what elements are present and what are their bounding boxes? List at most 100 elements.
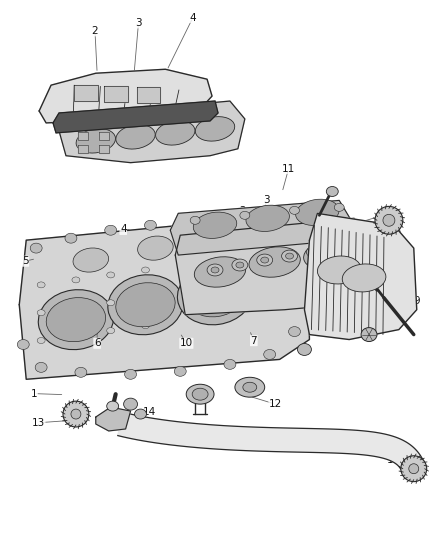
Ellipse shape — [211, 267, 219, 273]
Ellipse shape — [107, 300, 115, 306]
Ellipse shape — [293, 260, 305, 270]
Ellipse shape — [75, 367, 87, 377]
Ellipse shape — [342, 264, 386, 292]
Ellipse shape — [190, 216, 200, 224]
Polygon shape — [96, 407, 131, 431]
Polygon shape — [59, 101, 245, 163]
Ellipse shape — [108, 275, 183, 335]
Ellipse shape — [37, 282, 45, 288]
Ellipse shape — [318, 256, 361, 284]
Ellipse shape — [202, 228, 238, 252]
Ellipse shape — [289, 327, 300, 336]
Ellipse shape — [141, 267, 149, 273]
Ellipse shape — [72, 305, 80, 311]
Text: 3: 3 — [264, 195, 270, 205]
Ellipse shape — [264, 350, 276, 359]
Polygon shape — [137, 87, 160, 103]
Ellipse shape — [134, 409, 146, 419]
Text: 15: 15 — [386, 455, 400, 465]
Ellipse shape — [240, 212, 250, 219]
Ellipse shape — [63, 401, 89, 427]
Ellipse shape — [124, 398, 138, 410]
Polygon shape — [175, 219, 367, 314]
Polygon shape — [99, 132, 109, 140]
Ellipse shape — [72, 333, 80, 338]
Ellipse shape — [224, 359, 236, 369]
Text: 1: 1 — [31, 389, 37, 399]
Ellipse shape — [307, 246, 322, 258]
Text: 2: 2 — [240, 206, 246, 216]
Ellipse shape — [375, 206, 403, 234]
Text: 10: 10 — [180, 338, 193, 348]
Ellipse shape — [286, 253, 293, 259]
Ellipse shape — [71, 409, 81, 419]
Text: 14: 14 — [143, 407, 156, 417]
Ellipse shape — [292, 295, 304, 305]
Text: 9: 9 — [414, 296, 420, 306]
Ellipse shape — [290, 206, 300, 214]
Ellipse shape — [334, 204, 344, 212]
Ellipse shape — [105, 225, 117, 235]
Polygon shape — [78, 132, 88, 140]
Ellipse shape — [185, 273, 245, 317]
Ellipse shape — [236, 262, 244, 268]
Ellipse shape — [243, 382, 257, 392]
Ellipse shape — [145, 220, 156, 230]
Ellipse shape — [186, 384, 214, 404]
Polygon shape — [118, 413, 425, 473]
Ellipse shape — [235, 377, 265, 397]
Ellipse shape — [107, 401, 119, 411]
Ellipse shape — [141, 322, 149, 329]
Ellipse shape — [72, 277, 80, 283]
Polygon shape — [99, 145, 109, 153]
Ellipse shape — [249, 247, 300, 277]
Text: 5: 5 — [22, 256, 28, 266]
Ellipse shape — [38, 289, 113, 350]
Ellipse shape — [401, 456, 427, 482]
Ellipse shape — [17, 340, 29, 350]
Text: 4: 4 — [190, 13, 196, 22]
Text: 12: 12 — [269, 399, 282, 409]
Ellipse shape — [35, 362, 47, 373]
Polygon shape — [74, 85, 98, 101]
Ellipse shape — [264, 213, 276, 223]
Ellipse shape — [409, 464, 419, 474]
Text: 7: 7 — [251, 336, 257, 345]
Ellipse shape — [383, 214, 395, 226]
Ellipse shape — [257, 254, 273, 266]
Ellipse shape — [46, 297, 106, 342]
Ellipse shape — [37, 337, 45, 343]
Ellipse shape — [116, 282, 175, 327]
Ellipse shape — [138, 236, 173, 260]
Ellipse shape — [326, 187, 338, 197]
Polygon shape — [78, 145, 88, 153]
Ellipse shape — [304, 240, 355, 270]
Text: 11: 11 — [282, 164, 295, 174]
Polygon shape — [170, 200, 351, 255]
Text: 13: 13 — [32, 418, 45, 428]
Ellipse shape — [296, 199, 339, 225]
Ellipse shape — [73, 248, 109, 272]
Ellipse shape — [76, 128, 116, 153]
Ellipse shape — [262, 223, 297, 247]
Ellipse shape — [289, 227, 300, 237]
Polygon shape — [104, 86, 127, 102]
Ellipse shape — [174, 366, 186, 376]
Ellipse shape — [192, 388, 208, 400]
Ellipse shape — [232, 259, 248, 271]
Text: 2: 2 — [92, 26, 98, 36]
Ellipse shape — [282, 250, 297, 262]
Ellipse shape — [30, 243, 42, 253]
Ellipse shape — [65, 233, 77, 243]
Ellipse shape — [141, 295, 149, 301]
Text: 1: 1 — [385, 208, 392, 219]
Ellipse shape — [207, 264, 223, 276]
Ellipse shape — [107, 272, 115, 278]
Text: 3: 3 — [135, 18, 142, 28]
Ellipse shape — [193, 212, 237, 238]
Ellipse shape — [224, 213, 236, 223]
Polygon shape — [304, 213, 417, 340]
Ellipse shape — [116, 125, 155, 149]
Text: 4: 4 — [120, 224, 127, 235]
Polygon shape — [19, 215, 309, 379]
